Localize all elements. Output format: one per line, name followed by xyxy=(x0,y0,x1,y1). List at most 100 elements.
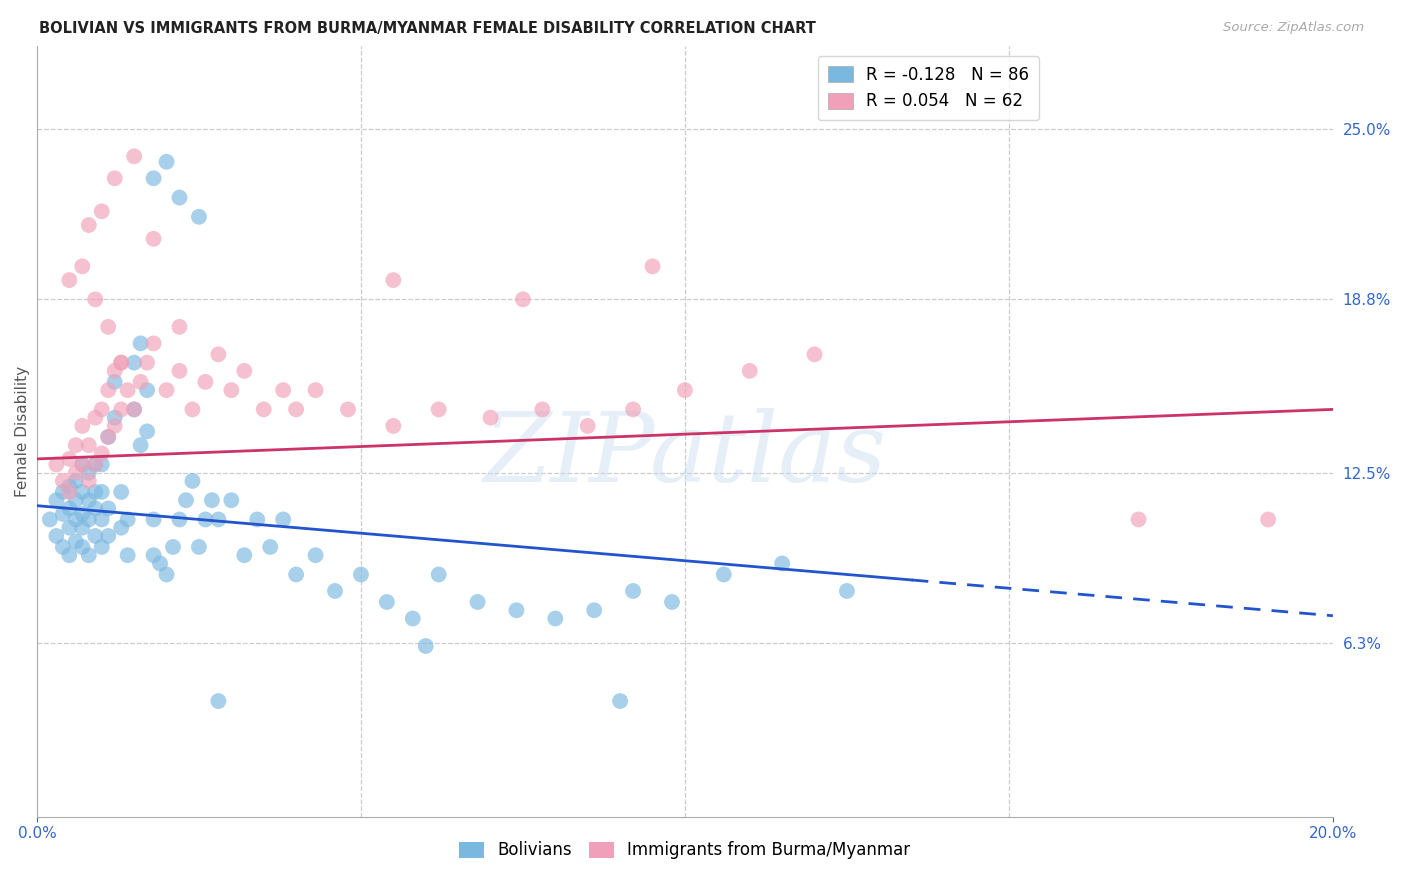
Point xyxy=(117,548,139,562)
Point xyxy=(142,548,165,562)
Point xyxy=(129,438,152,452)
Point xyxy=(221,383,243,397)
Point xyxy=(90,446,112,460)
Point xyxy=(402,611,425,625)
Point xyxy=(142,336,165,351)
Point xyxy=(58,479,80,493)
Point xyxy=(169,319,191,334)
Point xyxy=(382,273,405,287)
Point xyxy=(609,694,631,708)
Point xyxy=(207,694,229,708)
Point xyxy=(350,567,373,582)
Point xyxy=(45,529,67,543)
Point xyxy=(97,383,120,397)
Point xyxy=(72,458,94,472)
Point xyxy=(181,474,204,488)
Point xyxy=(110,356,132,370)
Point xyxy=(1128,512,1150,526)
Text: BOLIVIAN VS IMMIGRANTS FROM BURMA/MYANMAR FEMALE DISABILITY CORRELATION CHART: BOLIVIAN VS IMMIGRANTS FROM BURMA/MYANMA… xyxy=(39,21,817,37)
Point xyxy=(52,507,75,521)
Point xyxy=(233,364,256,378)
Point xyxy=(65,466,87,480)
Point xyxy=(65,512,87,526)
Point xyxy=(117,512,139,526)
Point xyxy=(576,418,599,433)
Point xyxy=(58,548,80,562)
Point xyxy=(467,595,489,609)
Point xyxy=(84,501,107,516)
Point xyxy=(169,364,191,378)
Point xyxy=(155,383,177,397)
Point xyxy=(233,548,256,562)
Point xyxy=(97,430,120,444)
Point xyxy=(104,171,127,186)
Point xyxy=(58,485,80,500)
Point xyxy=(90,204,112,219)
Point xyxy=(162,540,184,554)
Text: Source: ZipAtlas.com: Source: ZipAtlas.com xyxy=(1223,21,1364,35)
Point xyxy=(142,512,165,526)
Point xyxy=(84,485,107,500)
Point xyxy=(194,512,217,526)
Point xyxy=(181,402,204,417)
Point xyxy=(142,232,165,246)
Point xyxy=(142,171,165,186)
Point xyxy=(194,375,217,389)
Point xyxy=(45,493,67,508)
Point xyxy=(90,540,112,554)
Point xyxy=(58,273,80,287)
Point xyxy=(136,425,159,439)
Point xyxy=(187,540,209,554)
Point xyxy=(110,485,132,500)
Point xyxy=(104,418,127,433)
Point xyxy=(336,402,359,417)
Point xyxy=(169,190,191,204)
Point xyxy=(641,260,664,274)
Point xyxy=(65,438,87,452)
Point xyxy=(271,383,294,397)
Point xyxy=(104,364,127,378)
Point xyxy=(415,639,437,653)
Point xyxy=(72,260,94,274)
Point xyxy=(621,402,644,417)
Point xyxy=(285,402,308,417)
Y-axis label: Female Disability: Female Disability xyxy=(15,366,30,497)
Point xyxy=(72,458,94,472)
Point xyxy=(149,557,172,571)
Point xyxy=(65,493,87,508)
Point xyxy=(738,364,761,378)
Point xyxy=(713,567,735,582)
Point xyxy=(673,383,696,397)
Point xyxy=(65,474,87,488)
Point xyxy=(531,402,554,417)
Point xyxy=(375,595,398,609)
Point xyxy=(72,418,94,433)
Point xyxy=(129,375,152,389)
Point xyxy=(155,154,177,169)
Point xyxy=(129,336,152,351)
Point xyxy=(187,210,209,224)
Point xyxy=(136,383,159,397)
Point xyxy=(97,529,120,543)
Point xyxy=(155,567,177,582)
Point xyxy=(122,402,145,417)
Point xyxy=(84,293,107,307)
Point xyxy=(253,402,276,417)
Point xyxy=(271,512,294,526)
Point xyxy=(45,458,67,472)
Point xyxy=(382,418,405,433)
Point xyxy=(117,383,139,397)
Point xyxy=(72,485,94,500)
Point xyxy=(583,603,606,617)
Point xyxy=(38,512,60,526)
Point xyxy=(77,466,100,480)
Point xyxy=(207,512,229,526)
Point xyxy=(505,603,527,617)
Point xyxy=(77,548,100,562)
Point xyxy=(104,375,127,389)
Point xyxy=(52,485,75,500)
Point xyxy=(122,149,145,163)
Point xyxy=(77,512,100,526)
Point xyxy=(512,293,534,307)
Point xyxy=(323,584,346,599)
